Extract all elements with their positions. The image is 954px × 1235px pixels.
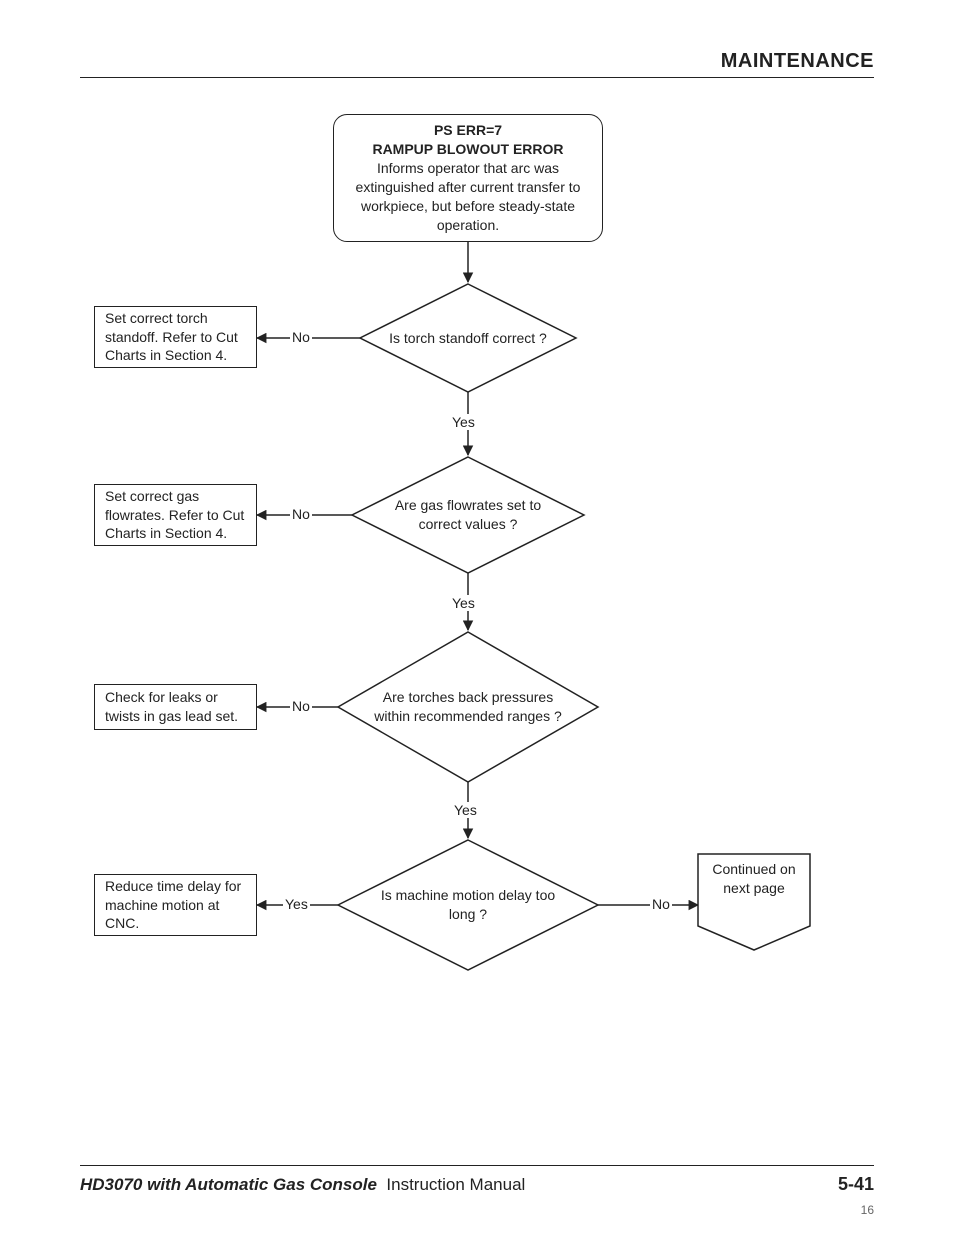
footer-doc: Instruction Manual [386,1175,525,1194]
start-title-2: RAMPUP BLOWOUT ERROR [344,140,592,159]
decision-label: Is torch standoff correct ? [360,284,576,392]
decision-label: Are torches back pressures within recomm… [338,632,598,782]
decision-motion-delay: Is machine motion delay too long ? [338,840,598,970]
process-text: Set correct gas flowrates. Refer to Cut … [105,487,246,544]
decision-torch-standoff: Is torch standoff correct ? [360,284,576,392]
decision-label: Are gas flowrates set to correct values … [352,457,584,573]
edge-label-no: No [290,698,312,714]
start-node: PS ERR=7 RAMPUP BLOWOUT ERROR Informs op… [333,114,603,242]
decision-back-pressure: Are torches back pressures within recomm… [338,632,598,782]
offpage-continued: Continued on next page [698,854,810,950]
header-rule: MAINTENANCE [80,50,874,78]
process-check-leaks: Check for leaks or twists in gas lead se… [94,684,257,730]
process-reduce-delay: Reduce time delay for machine motion at … [94,874,257,936]
start-title-1: PS ERR=7 [344,121,592,140]
page-footer: HD3070 with Automatic Gas Console Instru… [80,1165,874,1195]
edge-label-no: No [650,896,672,912]
footer-product: HD3070 with Automatic Gas Console [80,1175,377,1194]
page: MAINTENANCE PS ERR=7 RAMPUP BLOWOUT ERRO… [0,0,954,1235]
edge-label-yes: Yes [450,414,477,430]
flowchart-canvas: PS ERR=7 RAMPUP BLOWOUT ERROR Informs op… [80,84,874,1074]
start-body: Informs operator that arc was extinguish… [344,159,592,235]
edge-label-no: No [290,329,312,345]
edge-label-yes: Yes [450,595,477,611]
process-text: Set correct torch standoff. Refer to Cut… [105,309,246,366]
edge-label-yes: Yes [283,896,310,912]
offpage-label: Continued on next page [698,860,810,898]
process-set-standoff: Set correct torch standoff. Refer to Cut… [94,306,257,368]
footer-page-number: 5-41 [838,1174,874,1195]
decision-label: Is machine motion delay too long ? [338,840,598,970]
process-text: Reduce time delay for machine motion at … [105,877,246,934]
process-set-flowrates: Set correct gas flowrates. Refer to Cut … [94,484,257,546]
section-title: MAINTENANCE [80,50,874,77]
edge-label-yes: Yes [452,802,479,818]
decision-gas-flowrates: Are gas flowrates set to correct values … [352,457,584,573]
footer-subpage: 16 [861,1203,874,1217]
process-text: Check for leaks or twists in gas lead se… [105,688,246,726]
edge-label-no: No [290,506,312,522]
footer-doc-title: HD3070 with Automatic Gas Console Instru… [80,1175,525,1195]
footer-rule [80,1165,874,1166]
